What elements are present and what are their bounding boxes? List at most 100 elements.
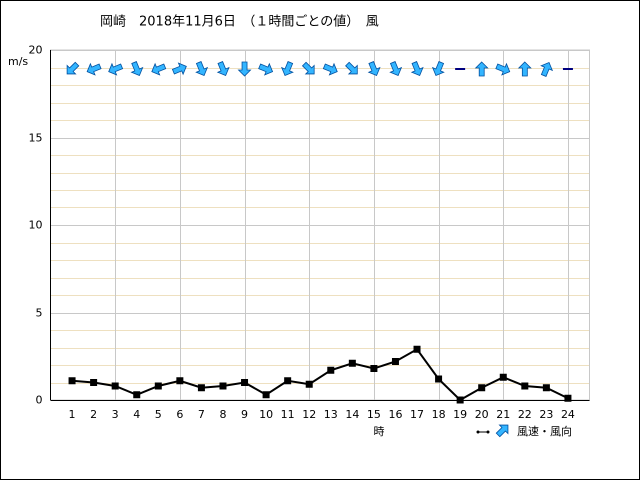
x-tick-label: 20 xyxy=(475,408,489,421)
arrow-shape xyxy=(389,61,403,76)
speed-point xyxy=(305,380,313,388)
wind-arrow xyxy=(495,62,511,76)
wind-arrow xyxy=(86,62,102,76)
speed-point xyxy=(68,377,76,385)
x-tick-label: 13 xyxy=(324,408,338,421)
wind-arrow xyxy=(389,61,403,76)
wind-arrow xyxy=(345,61,358,75)
arrow-shape xyxy=(86,62,102,76)
arrow-shape xyxy=(322,62,338,76)
x-tick-label: 17 xyxy=(410,408,424,421)
wind-arrow xyxy=(410,61,424,76)
speed-point xyxy=(197,384,205,392)
speed-point xyxy=(348,359,356,367)
arrow-shape xyxy=(151,62,167,76)
speed-point xyxy=(435,375,443,383)
wind-arrow xyxy=(151,62,167,76)
arrow-shape xyxy=(237,61,252,77)
legend-dot xyxy=(476,430,480,434)
x-tick-label: 3 xyxy=(112,408,119,421)
arrow-shape xyxy=(540,62,554,77)
y-tick-label: 15 xyxy=(29,132,43,145)
speed-point xyxy=(262,391,270,399)
arrow-shape xyxy=(195,61,209,76)
x-tick-label: 10 xyxy=(259,408,273,421)
wind-arrow xyxy=(540,62,554,77)
x-tick-label: 4 xyxy=(133,408,140,421)
x-tick-label: 11 xyxy=(281,408,295,421)
x-tick-label: 16 xyxy=(388,408,402,421)
x-tick-label: 22 xyxy=(518,408,532,421)
speed-point xyxy=(542,384,550,392)
speed-point xyxy=(499,373,507,381)
speed-point xyxy=(176,377,184,385)
x-tick-label: 9 xyxy=(241,408,248,421)
wind-arrow xyxy=(474,61,489,77)
speed-point xyxy=(241,379,249,386)
speed-point xyxy=(327,366,335,374)
y-axis-label: m/s xyxy=(8,55,28,68)
legend-arrow xyxy=(495,424,509,438)
speed-point xyxy=(284,377,292,385)
arrow-shape xyxy=(431,61,445,76)
y-tick-label: 20 xyxy=(29,44,43,57)
wind-arrow xyxy=(171,62,187,76)
y-tick-label: 5 xyxy=(36,307,43,320)
speed-point xyxy=(154,382,162,390)
speed-point xyxy=(564,394,572,402)
x-axis-label: 時 xyxy=(374,425,385,438)
wind-arrow xyxy=(280,61,294,76)
wind-arrow xyxy=(237,61,252,77)
wind-arrow xyxy=(66,61,80,75)
arrow-shape xyxy=(130,61,144,76)
arrow-shape xyxy=(216,61,230,76)
arrow-shape xyxy=(280,61,294,76)
legend-dot xyxy=(486,430,490,434)
speed-point xyxy=(219,382,227,390)
speed-point xyxy=(456,396,464,404)
wind-arrow xyxy=(322,62,338,76)
wind-arrow xyxy=(130,61,144,76)
y-tick-label: 0 xyxy=(36,394,43,407)
arrow-shape xyxy=(171,62,187,76)
wind-arrow xyxy=(517,61,532,77)
arrow-shape xyxy=(345,61,358,75)
arrow-shape xyxy=(108,62,124,76)
wind-arrow xyxy=(216,61,230,76)
arrow-shape xyxy=(301,61,315,75)
speed-line xyxy=(71,347,569,402)
x-tick-label: 5 xyxy=(155,408,162,421)
legend-label: 風速・風向 xyxy=(517,424,572,438)
speed-point xyxy=(90,379,98,386)
x-tick-label: 7 xyxy=(198,408,205,421)
wind-arrow xyxy=(367,61,381,76)
wind-arrow xyxy=(195,61,209,76)
x-tick-label: 15 xyxy=(367,408,381,421)
x-tick-label: 1 xyxy=(69,408,76,421)
wind-arrow xyxy=(301,61,315,75)
arrow-shape xyxy=(258,62,274,76)
arrow-shape xyxy=(410,61,424,76)
arrow-shape xyxy=(517,61,532,77)
speed-point xyxy=(391,358,399,365)
x-tick-label: 2 xyxy=(90,408,97,421)
y-tick-label: 10 xyxy=(29,219,43,232)
arrow-shape xyxy=(367,61,381,76)
chart-title: 岡崎 2018年11月6日 （１時間ごとの値） 風 xyxy=(100,14,379,30)
speed-point xyxy=(370,365,378,372)
speed-point xyxy=(111,382,119,390)
wind-arrow xyxy=(258,62,274,76)
speed-point xyxy=(413,345,421,353)
speed-point xyxy=(133,391,141,399)
wind-arrow xyxy=(431,61,445,76)
speed-point xyxy=(478,384,486,392)
x-tick-label: 6 xyxy=(176,408,183,421)
x-tick-label: 8 xyxy=(219,408,226,421)
x-tick-label: 23 xyxy=(539,408,553,421)
arrow-shape xyxy=(495,424,509,438)
arrow-shape xyxy=(474,61,489,77)
x-tick-label: 21 xyxy=(496,408,510,421)
x-tick-label: 24 xyxy=(561,408,575,421)
x-tick-label: 19 xyxy=(453,408,467,421)
